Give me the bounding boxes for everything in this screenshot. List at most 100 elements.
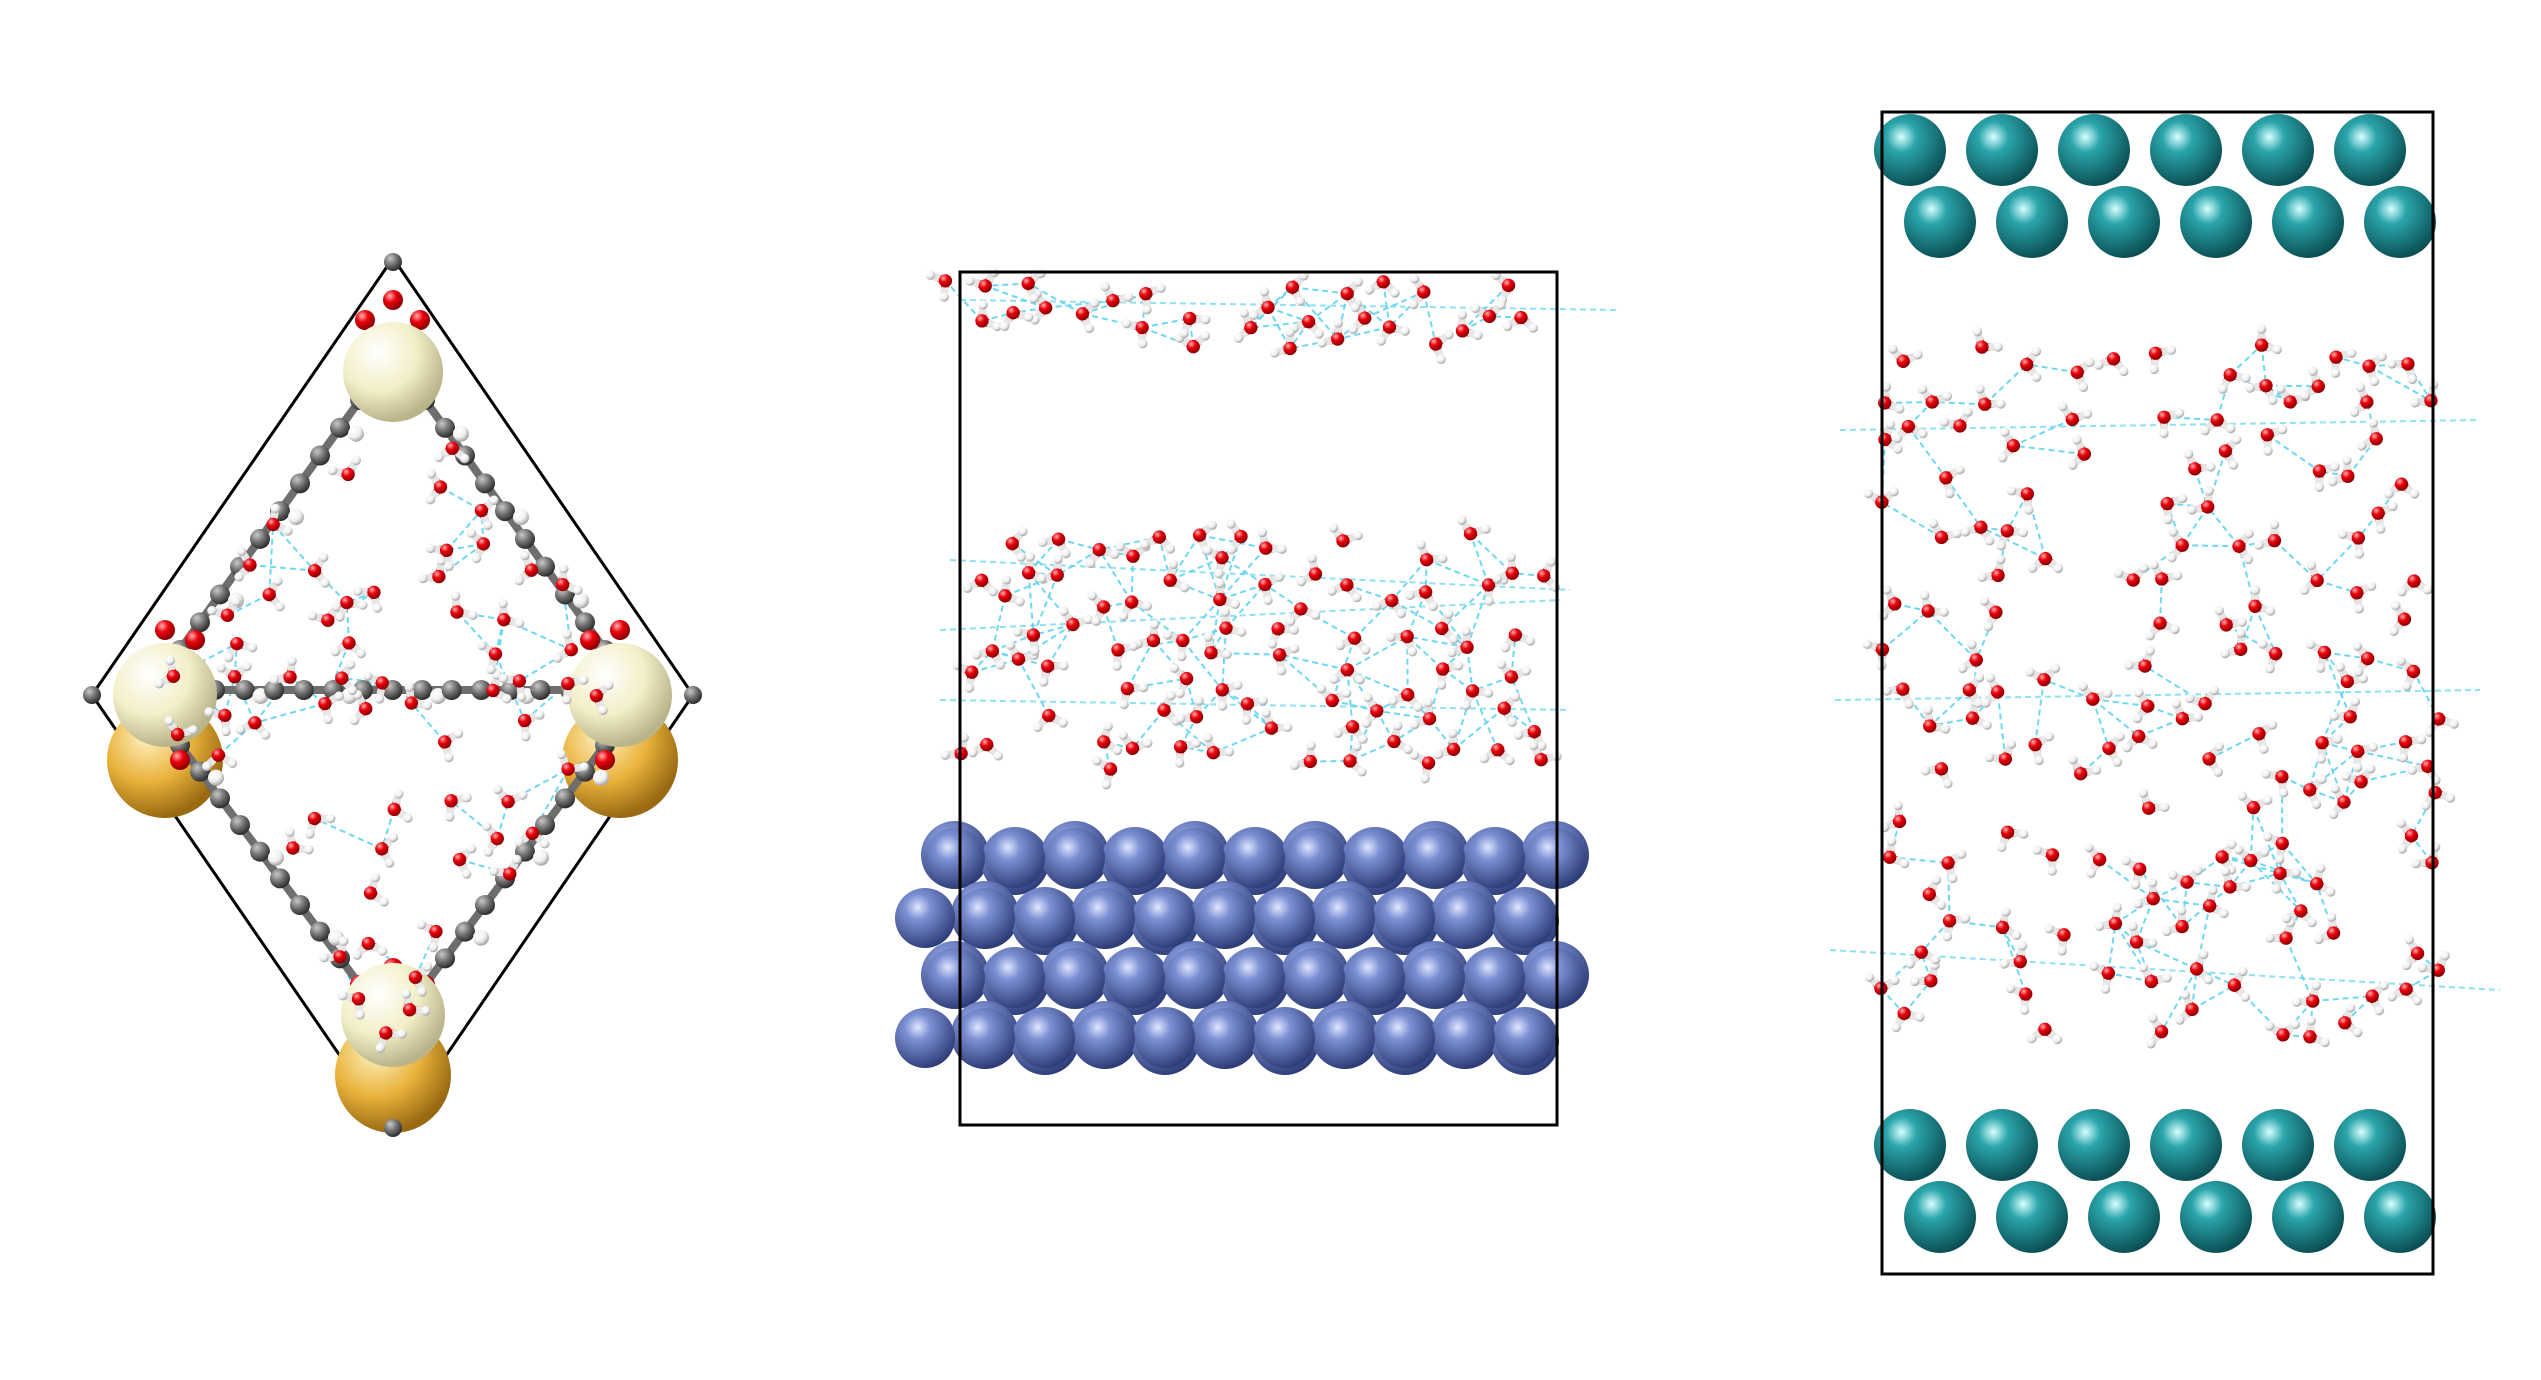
panel-mof-cage (83, 253, 702, 1137)
water-molecule (2337, 529, 2365, 559)
water-molecule (1513, 725, 1547, 751)
water-molecule (1328, 522, 1363, 548)
metal-atom (2242, 114, 2314, 186)
water-molecule (2093, 352, 2129, 377)
water-molecule (2020, 346, 2042, 382)
water-molecule (1862, 639, 1890, 671)
water-molecule (2218, 434, 2242, 470)
water-molecule (1455, 310, 1483, 341)
water-molecule (1408, 273, 1431, 310)
water-molecule (234, 546, 257, 582)
water-molecule (2157, 408, 2185, 439)
metal-atom (1015, 1008, 1075, 1068)
water-molecule (401, 989, 431, 1017)
water-molecule (2102, 731, 2125, 767)
water-molecule (1289, 740, 1317, 770)
water-molecule (438, 728, 464, 763)
water-molecule (1972, 326, 2003, 354)
water-molecule (2128, 921, 2158, 949)
water-molecule (1996, 825, 2029, 853)
water-molecule (2254, 324, 2282, 355)
water-molecule (1975, 384, 2006, 411)
water-molecule (425, 543, 454, 571)
water-molecule (2237, 791, 2273, 815)
water-molecule (2329, 348, 2357, 379)
metal-atom (1525, 828, 1585, 888)
water-molecule (1977, 554, 2006, 583)
water-molecule (2248, 585, 2276, 616)
water-molecule (2167, 527, 2189, 563)
water-molecule (164, 716, 198, 742)
water-molecule (2187, 486, 2215, 515)
water-molecule (1258, 572, 1285, 606)
water-molecule (1387, 721, 1413, 755)
water-molecule (1335, 631, 1371, 655)
water-molecule (1984, 739, 2017, 766)
water-molecule (444, 792, 472, 822)
metal-atom (1075, 1008, 1135, 1068)
water-molecule (2265, 917, 2296, 945)
metal-atom (955, 1008, 1015, 1068)
metal-atom (925, 948, 985, 1008)
water-molecule (556, 749, 589, 776)
water-molecule (353, 585, 383, 613)
water-molecule (305, 811, 336, 839)
water-molecule (2257, 639, 2283, 674)
metal-atom (1495, 888, 1555, 948)
water-molecule (2401, 934, 2425, 971)
metal-atom (1405, 948, 1465, 1008)
water-molecule (1939, 407, 1973, 433)
water-molecule (517, 710, 545, 742)
water-molecule (2167, 865, 2203, 889)
water-molecule (952, 660, 979, 693)
water-molecule (362, 671, 389, 704)
water-molecule (2281, 904, 2317, 928)
water-molecule (965, 267, 999, 293)
water-molecule (1497, 691, 1521, 728)
water-molecule (1173, 738, 1202, 768)
water-molecule (1163, 559, 1190, 593)
water-molecule (1139, 283, 1166, 315)
water-molecule (2329, 696, 2361, 724)
water-molecule (269, 656, 297, 685)
water-molecule (1038, 659, 1069, 687)
water-molecule (2357, 418, 2383, 451)
water-molecule (1888, 344, 1923, 368)
metal-atom (1285, 948, 1345, 1008)
water-molecule (2387, 357, 2418, 385)
water-molecule (1005, 526, 1028, 562)
water-molecule (2006, 486, 2035, 515)
water-molecule (474, 495, 499, 531)
water-molecule (555, 563, 583, 595)
water-molecule (1883, 836, 1910, 869)
water-molecule (349, 689, 373, 726)
water-molecule (2032, 845, 2060, 876)
water-molecule (2397, 574, 2433, 597)
water-molecule (2138, 788, 2170, 815)
water-molecule (2005, 983, 2033, 1015)
water-molecule (1388, 688, 1423, 712)
water-molecule (2089, 961, 2116, 994)
metal-atom (1966, 114, 2038, 186)
water-molecule (2352, 641, 2375, 677)
water-molecule (2396, 656, 2421, 691)
water-molecule (1118, 595, 1153, 621)
water-molecule (285, 827, 314, 855)
water-molecule (2305, 639, 2332, 673)
water-molecule (1981, 672, 2005, 708)
water-molecule (2200, 413, 2236, 436)
metal-atom (2058, 114, 2130, 186)
metal-atom (1015, 888, 1075, 948)
water-molecule (2078, 681, 2113, 706)
water-molecule (2351, 742, 2379, 773)
water-molecule (2338, 1002, 2363, 1038)
water-molecule (1939, 464, 1965, 499)
metal-atom (1255, 888, 1315, 948)
water-molecule (1340, 277, 1364, 313)
water-molecule (1213, 578, 1241, 610)
water-molecule (1087, 590, 1111, 626)
water-molecule (2122, 729, 2158, 753)
water-molecule (262, 576, 285, 612)
water-molecule (2027, 551, 2064, 574)
water-molecule (2383, 477, 2420, 499)
